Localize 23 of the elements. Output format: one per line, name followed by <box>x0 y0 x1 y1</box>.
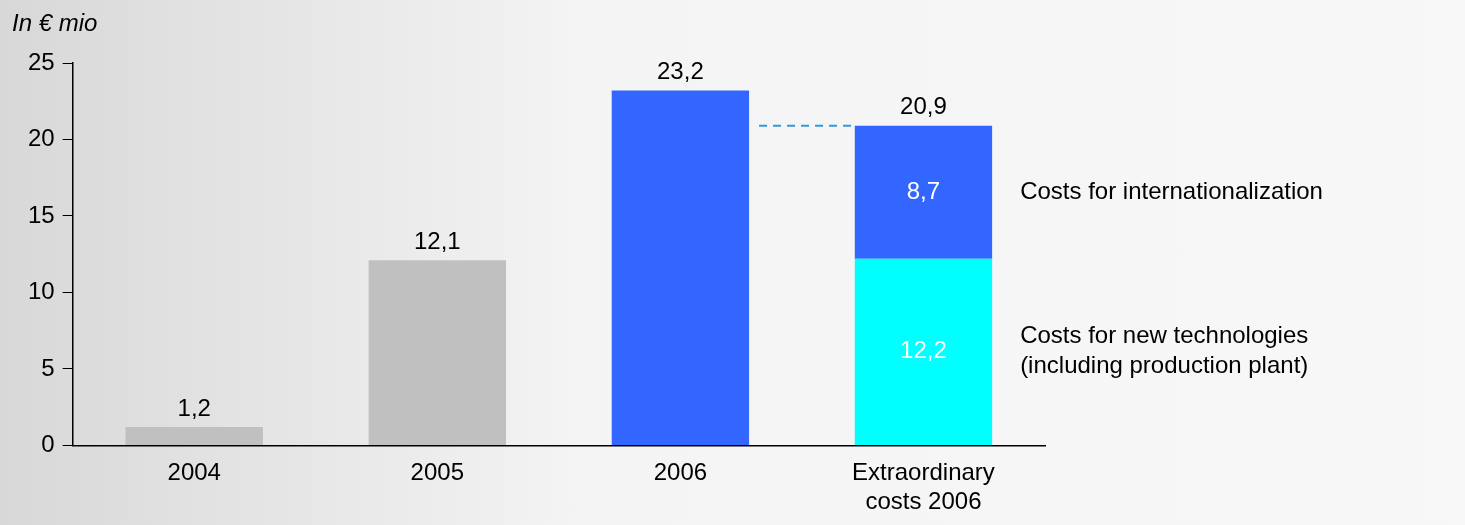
bar <box>854 125 993 259</box>
x-tick-label: 2004 <box>167 458 221 486</box>
data-label: 23,2 <box>657 57 704 85</box>
bar <box>854 258 993 445</box>
data-label: 1,2 <box>177 393 211 421</box>
y-axis-title: In € mio <box>12 8 98 36</box>
series-label: Costs for new technologies (including production plant) <box>1020 321 1309 379</box>
total-label: 20,9 <box>900 92 947 120</box>
bar <box>368 260 506 445</box>
x-tick-label: 2006 <box>653 458 708 486</box>
y-tick-label: 5 <box>41 353 55 381</box>
data-label: 12,2 <box>900 336 947 364</box>
bar <box>125 427 263 445</box>
y-tick-label: 25 <box>27 47 55 75</box>
series-label: Costs for internationalization <box>1020 176 1323 204</box>
data-label: 12,1 <box>413 226 461 254</box>
data-label: 8,7 <box>906 176 941 204</box>
x-tick-label: Extraordinary costs 2006 <box>852 458 995 515</box>
y-tick-label: 15 <box>27 200 55 228</box>
x-tick-label: 2005 <box>410 458 464 486</box>
y-tick-label: 10 <box>27 277 55 305</box>
y-tick-label: 20 <box>27 124 55 152</box>
y-tick-label: 0 <box>41 430 55 458</box>
